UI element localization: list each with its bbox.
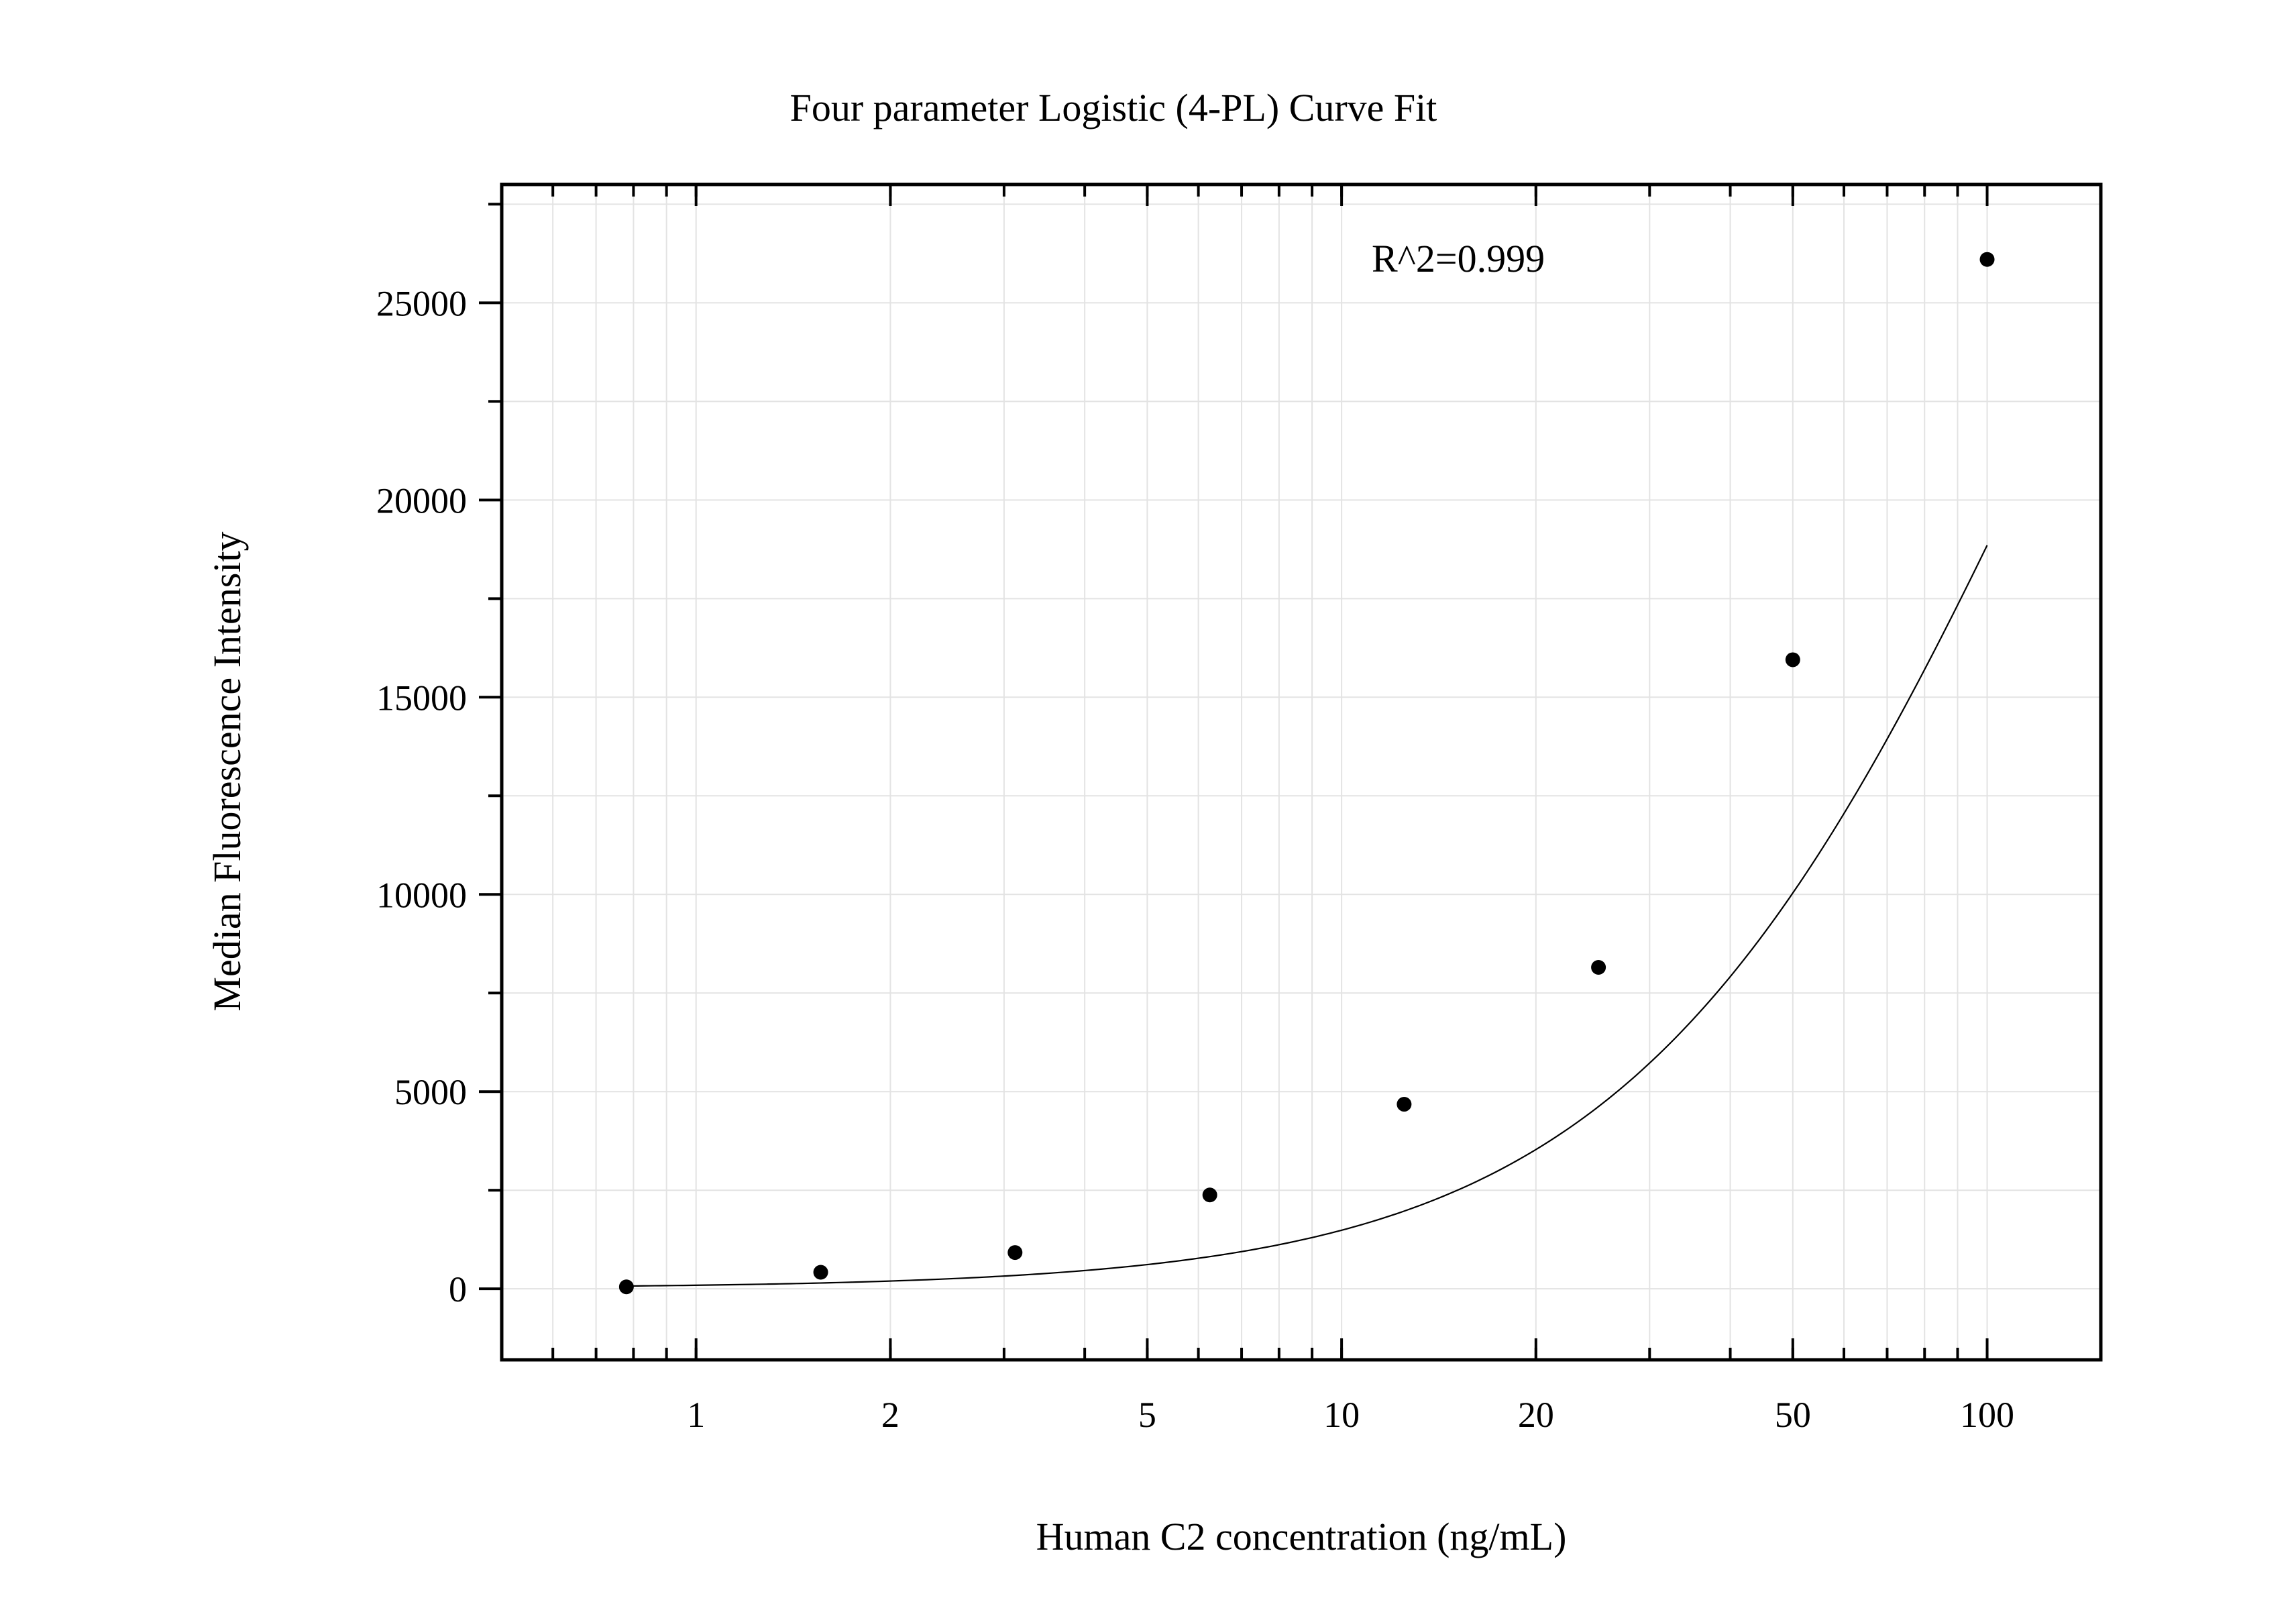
- data-point: [1007, 1245, 1023, 1261]
- data-point: [1202, 1187, 1217, 1203]
- x-tick-label: 2: [881, 1395, 899, 1435]
- y-tick-label: 15000: [376, 678, 467, 718]
- chart-title: Four parameter Logistic (4-PL) Curve Fit: [790, 86, 1437, 129]
- x-tick-label: 50: [1775, 1395, 1811, 1435]
- plot-frame: [500, 182, 2103, 1362]
- data-point: [1979, 252, 1995, 267]
- x-axis-label: Human C2 concentration (ng/mL): [1036, 1515, 1567, 1558]
- y-axis-label: Median Fluorescence Intensity: [205, 531, 249, 1011]
- x-tick-label: 20: [1518, 1395, 1554, 1435]
- grid-lines: [502, 184, 2101, 1360]
- axis-ticks: [479, 184, 1989, 1360]
- data-point: [1397, 1097, 1412, 1112]
- data-points: [618, 252, 1995, 1295]
- data-point: [1591, 960, 1606, 975]
- y-tick-label: 5000: [394, 1072, 467, 1112]
- x-tick-label: 5: [1138, 1395, 1156, 1435]
- y-tick-labels: 0 5000 10000 15000 20000 25000: [376, 283, 467, 1309]
- fit-curve: [626, 545, 1988, 1287]
- fit-curve-layer: [626, 545, 1988, 1287]
- x-tick-label: 100: [1960, 1395, 2014, 1435]
- data-point: [813, 1265, 828, 1280]
- x-tick-label: 1: [687, 1395, 705, 1435]
- y-tick-label: 20000: [376, 480, 467, 521]
- y-tick-label: 10000: [376, 875, 467, 915]
- y-tick-label: 0: [449, 1269, 467, 1309]
- x-tick-label: 10: [1323, 1395, 1360, 1435]
- data-point: [618, 1279, 634, 1295]
- y-tick-label: 25000: [376, 283, 467, 323]
- data-point: [1785, 652, 1800, 667]
- x-tick-labels: 1 2 5 10 20 50 100: [687, 1395, 2014, 1435]
- r-squared-annotation: R^2=0.999: [1372, 237, 1545, 280]
